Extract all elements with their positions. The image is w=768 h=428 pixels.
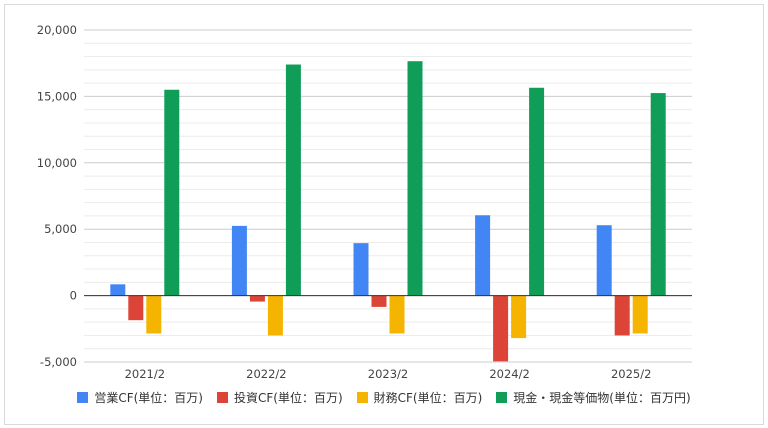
bar (632, 295, 648, 334)
y-tick-label: -5,000 (40, 355, 77, 369)
gridlines (84, 29, 692, 363)
bar (353, 243, 369, 296)
bars (110, 61, 666, 362)
y-tick-label: 10,000 (37, 156, 77, 170)
y-tick-label: 20,000 (37, 23, 77, 37)
legend-swatch (77, 392, 89, 403)
bar (285, 64, 301, 296)
bar (511, 295, 527, 339)
bar (614, 295, 630, 336)
x-tick-label: 2022/2 (246, 367, 286, 381)
bar (164, 89, 180, 296)
x-tick-label: 2023/2 (368, 367, 408, 381)
bar (475, 215, 491, 296)
bar (407, 61, 423, 296)
x-axis-labels: 2021/2 2022/2 2023/2 2024/2 2025/2 (125, 367, 652, 381)
legend-item: 財務CF(単位：百万) (356, 389, 483, 406)
legend-swatch (216, 392, 228, 403)
y-tick-label: 5,000 (44, 222, 77, 236)
bar (231, 225, 247, 296)
bar (493, 295, 509, 362)
x-tick-label: 2025/2 (611, 367, 651, 381)
legend-label: 投資CF(単位：百万) (233, 391, 343, 405)
x-tick-label: 2024/2 (489, 367, 529, 381)
legend-swatch (356, 392, 368, 403)
bar (110, 284, 126, 296)
y-axis-labels: 20,000 15,000 10,000 5,000 0 -5,000 (37, 23, 77, 369)
legend-item: 現金・現金等価物(単位：百万円) (496, 389, 691, 406)
bar (650, 93, 666, 296)
bar (146, 295, 162, 334)
y-tick-label: 0 (70, 289, 77, 303)
legend-item: 営業CF(単位：百万) (77, 389, 203, 406)
legend-swatch (496, 392, 508, 403)
bar (249, 295, 265, 302)
bar (128, 295, 144, 321)
y-tick-label: 15,000 (37, 89, 77, 103)
bar (267, 295, 283, 336)
bar (596, 225, 612, 296)
x-tick-label: 2021/2 (125, 367, 165, 381)
legend-label: 財務CF(単位：百万) (373, 391, 483, 405)
chart-frame (4, 4, 764, 425)
legend: 営業CF(単位：百万) 投資CF(単位：百万) 財務CF(単位：百万) 現金・現金等価… (0, 389, 768, 406)
legend-label: 現金・現金等価物(単位：百万円) (513, 391, 691, 405)
bar (371, 295, 387, 307)
bar (389, 295, 405, 334)
legend-label: 営業CF(単位：百万) (94, 391, 203, 405)
legend-item: 投資CF(単位：百万) (216, 389, 343, 406)
bar (529, 87, 545, 296)
